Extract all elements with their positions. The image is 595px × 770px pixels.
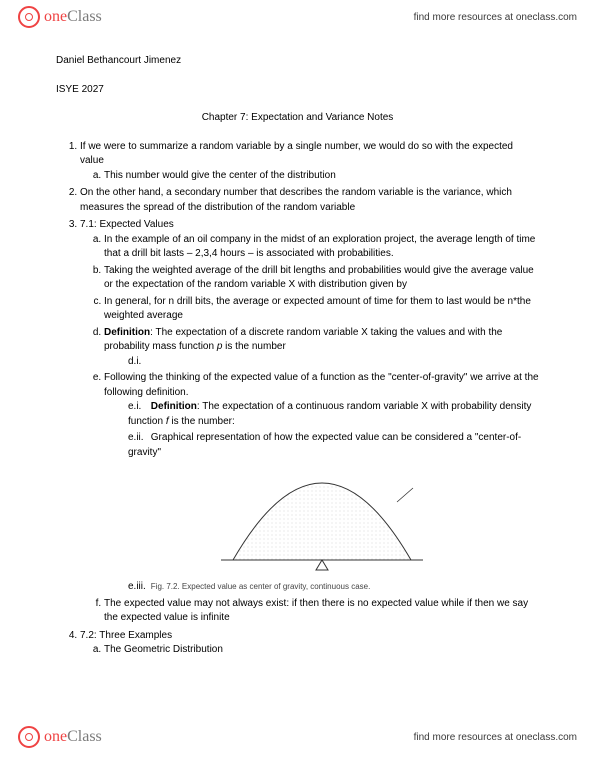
sub-label-ei: e.i. xyxy=(128,400,148,415)
item-3d: Definition: The expectation of a discret… xyxy=(104,326,539,370)
footer-brand-logo: one Class xyxy=(18,726,102,748)
author-name: Daniel Bethancourt Jimenez xyxy=(56,54,539,69)
item-3e-text: Following the thinking of the expected v… xyxy=(104,372,539,398)
item-4: 7.2: Three Examples The Geometric Distri… xyxy=(80,629,539,658)
item-1a: This number would give the center of the… xyxy=(104,169,539,184)
footer-logo-icon xyxy=(18,726,40,748)
item-3e-iii: e.iii. Fig. 7.2. Expected value as cente… xyxy=(128,580,539,595)
item-2: On the other hand, a secondary number th… xyxy=(80,186,539,215)
item-3d-i: d.i. xyxy=(128,355,539,370)
dome-diagram xyxy=(207,466,437,576)
course-code: ISYE 2027 xyxy=(56,83,539,98)
item-3b: Taking the weighted average of the drill… xyxy=(104,264,539,293)
logo-text-one: one xyxy=(44,8,67,26)
header-bar: one Class find more resources at oneclas… xyxy=(0,0,595,34)
sub-label-eiii: e.iii. xyxy=(128,580,148,595)
definition-label-2: Definition xyxy=(151,401,197,412)
item-3e: Following the thinking of the expected v… xyxy=(104,371,539,595)
item-1-text: If we were to summarize a random variabl… xyxy=(80,141,513,167)
item-3f: The expected value may not always exist:… xyxy=(104,597,539,626)
footer-link[interactable]: find more resources at oneclass.com xyxy=(414,732,577,743)
item-3a: In the example of an oil company in the … xyxy=(104,233,539,262)
page-title: Chapter 7: Expectation and Variance Note… xyxy=(56,111,539,126)
footer-logo-text-class: Class xyxy=(67,728,102,746)
brand-logo: one Class xyxy=(18,6,102,28)
item-3e-i-tail: is the number: xyxy=(169,416,235,427)
item-1: If we were to summarize a random variabl… xyxy=(80,140,539,184)
item-3c: In general, for n drill bits, the averag… xyxy=(104,295,539,324)
footer-bar: one Class find more resources at oneclas… xyxy=(0,720,595,754)
main-list: If we were to summarize a random variabl… xyxy=(56,140,539,658)
item-3e-ii: e.ii. Graphical representation of how th… xyxy=(128,431,539,460)
logo-icon xyxy=(18,6,40,28)
figure-caption: Fig. 7.2. Expected value as center of gr… xyxy=(151,582,371,591)
item-3d-tail: is the number xyxy=(222,341,285,352)
item-3e-i: e.i. Definition: The expectation of a co… xyxy=(128,400,539,429)
document-body: Daniel Bethancourt Jimenez ISYE 2027 Cha… xyxy=(0,34,595,658)
item-4a: The Geometric Distribution xyxy=(104,643,539,658)
item-3d-text: : The expectation of a discrete random v… xyxy=(104,327,502,353)
footer-logo-text-one: one xyxy=(44,728,67,746)
sub-label-eii: e.ii. xyxy=(128,431,148,446)
center-of-gravity-figure xyxy=(104,466,539,576)
sub-label-di: d.i. xyxy=(128,355,148,370)
item-3: 7.1: Expected Values In the example of a… xyxy=(80,218,539,626)
definition-label: Definition xyxy=(104,327,150,338)
item-3-text: 7.1: Expected Values xyxy=(80,219,174,230)
logo-text-class: Class xyxy=(67,8,102,26)
item-3e-ii-text: Graphical representation of how the expe… xyxy=(128,432,521,458)
header-link[interactable]: find more resources at oneclass.com xyxy=(414,12,577,23)
item-4-text: 7.2: Three Examples xyxy=(80,630,172,641)
